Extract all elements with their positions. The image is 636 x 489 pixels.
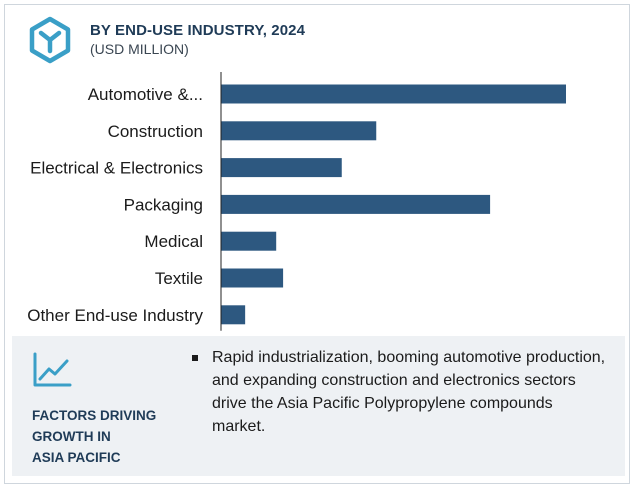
hexagon-logo-icon <box>29 16 71 64</box>
factors-heading-line: GROWTH IN <box>32 429 111 444</box>
chart-title: BY END-USE INDUSTRY, 2024 <box>90 22 306 39</box>
bar <box>221 231 277 251</box>
factors-bullet-list: Rapid industrialization, booming automot… <box>190 346 610 438</box>
bar <box>221 268 284 288</box>
category-label: Automotive &... <box>88 85 203 104</box>
bar <box>221 158 342 178</box>
factors-heading-line: ASIA PACIFIC <box>32 450 121 465</box>
square-bullet-icon <box>192 355 198 361</box>
chart-subtitle: (USD MILLION) <box>90 41 189 57</box>
category-label: Medical <box>144 232 203 251</box>
factors-heading: FACTORS DRIVING GROWTH IN ASIA PACIFIC <box>32 405 192 468</box>
bar-chart: Automotive &... Construction Electrical & … <box>27 72 566 331</box>
trend-line-icon <box>33 352 72 387</box>
category-label: Textile <box>155 269 203 288</box>
bar <box>221 84 566 104</box>
bar <box>221 305 246 325</box>
category-label: Other End-use Industry <box>27 306 203 325</box>
category-label: Electrical & Electronics <box>30 159 203 178</box>
category-label: Packaging <box>124 195 203 214</box>
factors-bullet-item: Rapid industrialization, booming automot… <box>190 346 610 438</box>
category-label: Construction <box>108 122 203 141</box>
factors-panel <box>12 336 625 476</box>
factors-bullet-text: Rapid industrialization, booming automot… <box>212 349 606 435</box>
factors-heading-line: FACTORS DRIVING <box>32 408 157 423</box>
bar <box>221 121 377 141</box>
bar <box>221 194 491 214</box>
